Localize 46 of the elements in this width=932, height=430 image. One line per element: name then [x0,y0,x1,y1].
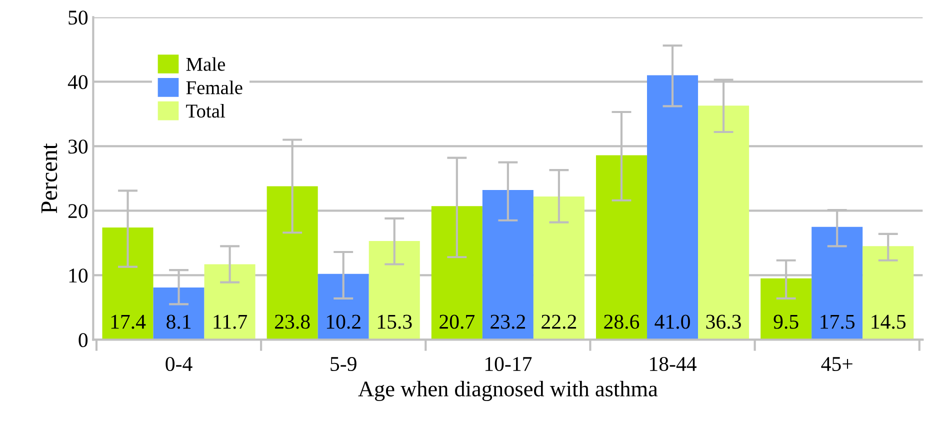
bar [318,274,369,340]
data-label: 14.5 [872,314,906,329]
y-tick-label: 10 [69,268,88,283]
bar [862,246,914,340]
x-tick-label: 18-44 [650,356,696,372]
y-tick-label: 20 [68,204,88,218]
x-tick-label: 5-9 [330,357,356,372]
x-tick-label: 45+ [821,357,852,372]
data-label: 41.0 [654,314,690,329]
y-tick-label: 0 [78,333,88,348]
y-tick-label: 50 [68,10,88,25]
data-label: 17.5 [820,314,855,329]
bar [812,226,863,340]
y-tick-label: 30 [68,140,88,154]
bar [102,227,154,340]
data-label: 23.8 [275,314,310,329]
x-axis-title: Age when diagnosed with asthma [358,380,658,402]
data-label: 23.2 [490,314,526,329]
data-label: 11.7 [214,314,248,329]
bar [760,278,812,340]
bar [698,106,750,340]
bar [368,241,420,340]
bar [204,264,256,340]
data-label: 10.2 [326,314,360,329]
bar [266,186,318,340]
bar [431,206,482,340]
bar [647,75,698,340]
bar [596,155,648,340]
legend-label: Female [186,80,242,94]
bar [482,190,534,340]
data-label: 8.1 [166,314,191,329]
y-tick-label: 40 [68,75,88,90]
data-label: 36.3 [706,314,741,329]
data-label: 9.5 [774,314,798,329]
x-tick-label: 0-4 [166,356,192,372]
data-label: 20.7 [440,314,475,329]
data-label: 17.4 [111,314,146,329]
bar [153,287,204,340]
legend-label: Male [186,57,226,71]
y-axis-title: Percent [41,143,58,214]
data-label: 22.2 [542,314,576,329]
bar [533,196,584,340]
data-label: 28.6 [604,314,640,329]
data-label: 15.3 [378,314,412,329]
x-tick-label: 10-17 [485,356,532,372]
legend-label: Total [186,104,226,118]
